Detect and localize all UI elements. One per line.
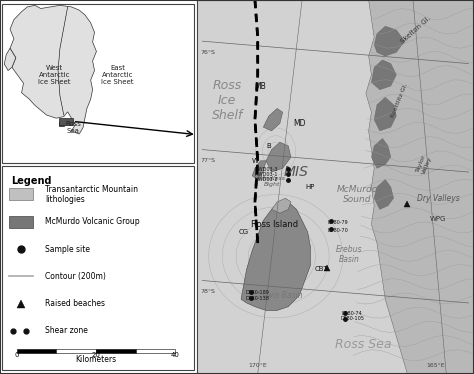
Text: HWD03-1: HWD03-1 bbox=[254, 172, 278, 177]
Polygon shape bbox=[272, 198, 291, 213]
Text: Ross
Sea: Ross Sea bbox=[65, 121, 82, 134]
Text: East
Antarctic
Ice Sheet: East Antarctic Ice Sheet bbox=[101, 65, 134, 85]
Bar bbox=[56, 349, 96, 353]
Polygon shape bbox=[252, 161, 266, 180]
Text: Shear zone: Shear zone bbox=[45, 327, 88, 335]
Text: WPG: WPG bbox=[430, 216, 446, 222]
Text: MB: MB bbox=[255, 82, 266, 91]
Bar bbox=[17, 349, 56, 353]
Text: DF80-74: DF80-74 bbox=[342, 311, 362, 316]
Text: DF80-105: DF80-105 bbox=[340, 316, 364, 321]
Text: Raised beaches: Raised beaches bbox=[45, 299, 105, 308]
Text: 77°S: 77°S bbox=[201, 158, 216, 163]
Polygon shape bbox=[374, 97, 396, 131]
Bar bbox=[96, 349, 136, 353]
Text: DF80-138: DF80-138 bbox=[246, 296, 270, 301]
Text: Contour (200m): Contour (200m) bbox=[45, 272, 106, 281]
Polygon shape bbox=[4, 48, 16, 71]
Polygon shape bbox=[372, 138, 391, 168]
Text: HWD03-3: HWD03-3 bbox=[254, 166, 278, 172]
Text: MIS: MIS bbox=[284, 165, 309, 179]
Text: 76°S: 76°S bbox=[201, 50, 216, 55]
Text: Windless
Bight: Windless Bight bbox=[257, 176, 285, 187]
Text: CG: CG bbox=[239, 229, 249, 235]
Text: Koettlitz Gl.: Koettlitz Gl. bbox=[390, 83, 408, 119]
Bar bbox=[59, 122, 64, 126]
Polygon shape bbox=[374, 26, 405, 56]
Text: Kilometers: Kilometers bbox=[75, 355, 117, 364]
Text: 170°E: 170°E bbox=[248, 362, 267, 368]
Text: Legend: Legend bbox=[11, 176, 51, 186]
Text: DF80-70: DF80-70 bbox=[328, 227, 348, 233]
Text: Dry Valleys: Dry Valleys bbox=[417, 194, 459, 203]
Text: Ross
Ice
Shelf: Ross Ice Shelf bbox=[211, 80, 243, 122]
Polygon shape bbox=[372, 60, 396, 90]
Bar bbox=[9, 216, 33, 228]
Text: Transantarctic Mountain
lithologies: Transantarctic Mountain lithologies bbox=[45, 185, 138, 204]
Text: CBT: CBT bbox=[315, 266, 328, 272]
Text: 20: 20 bbox=[91, 352, 100, 358]
Text: 165°E: 165°E bbox=[426, 362, 445, 368]
Text: HWD03-2: HWD03-2 bbox=[254, 177, 278, 182]
Text: West
Antarctic
Ice Sheet: West Antarctic Ice Sheet bbox=[38, 65, 71, 85]
Bar bbox=[2, 4, 194, 163]
Text: Sample site: Sample site bbox=[45, 245, 90, 254]
Text: 40: 40 bbox=[171, 352, 180, 358]
Bar bbox=[59, 117, 73, 125]
Bar bbox=[136, 349, 175, 353]
Text: 78°S: 78°S bbox=[201, 289, 216, 294]
Text: B: B bbox=[266, 143, 271, 149]
Text: Ross Sea: Ross Sea bbox=[335, 338, 392, 350]
Text: HP: HP bbox=[306, 184, 315, 190]
Polygon shape bbox=[10, 5, 96, 134]
Text: MD: MD bbox=[293, 119, 306, 128]
Text: Taylor
Valley: Taylor Valley bbox=[416, 154, 433, 175]
Polygon shape bbox=[366, 0, 474, 374]
Text: Erebus
Basin: Erebus Basin bbox=[336, 245, 363, 264]
Text: DF80-189: DF80-189 bbox=[246, 290, 270, 295]
Text: Ross Island: Ross Island bbox=[251, 220, 298, 229]
Text: McMurdo
Sound: McMurdo Sound bbox=[337, 185, 378, 204]
Polygon shape bbox=[241, 202, 310, 310]
Bar bbox=[2, 166, 194, 370]
Bar bbox=[197, 0, 474, 374]
Text: McMurdo Volcanic Group: McMurdo Volcanic Group bbox=[45, 217, 140, 226]
Bar bbox=[9, 188, 33, 200]
Polygon shape bbox=[266, 142, 291, 172]
Polygon shape bbox=[263, 108, 283, 131]
Polygon shape bbox=[374, 180, 393, 209]
Bar bbox=[0, 0, 197, 374]
Text: W: W bbox=[252, 158, 258, 164]
Text: Skelton Gl.: Skelton Gl. bbox=[400, 15, 432, 45]
Text: 0: 0 bbox=[14, 352, 19, 358]
Text: Lewis Basin: Lewis Basin bbox=[257, 291, 302, 300]
Text: DF80-79: DF80-79 bbox=[328, 220, 348, 225]
